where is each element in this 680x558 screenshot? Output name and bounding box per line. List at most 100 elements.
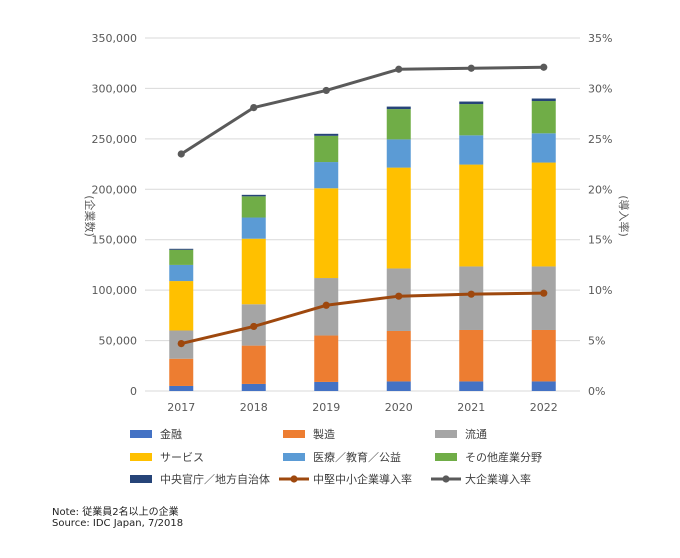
legend-swatch — [130, 430, 152, 438]
bar-segment — [386, 167, 411, 269]
bar-segment — [459, 101, 484, 105]
y-tick-label: 200,000 — [92, 183, 138, 196]
bar-segment — [169, 248, 194, 250]
legend-swatch — [130, 475, 152, 483]
legend-label: 流通 — [465, 427, 487, 441]
rate-point — [467, 64, 475, 72]
x-tick-label: 2020 — [385, 401, 413, 414]
y2-tick-label: 30% — [588, 82, 612, 95]
legend-label: その他産業分野 — [465, 451, 542, 464]
x-tick-label: 2019 — [312, 401, 340, 414]
legend-swatch — [435, 430, 457, 438]
legend-label: サービス — [160, 451, 204, 464]
bar-segment — [531, 133, 556, 163]
bar-segment — [531, 266, 556, 330]
y-axis-title: (企業数) — [83, 195, 97, 237]
bar-segment — [314, 162, 339, 189]
x-tick-label: 2021 — [457, 401, 485, 414]
y2-tick-label: 0% — [588, 385, 605, 398]
y2-tick-label: 15% — [588, 234, 612, 247]
legend-label: 中央官庁／地方自治体 — [160, 472, 270, 486]
bar-segment — [386, 109, 411, 140]
rate-point — [322, 301, 330, 309]
rate-point — [395, 65, 403, 73]
bar-segment — [169, 358, 194, 386]
legend-marker — [290, 475, 298, 483]
bar-segment — [314, 133, 339, 136]
bar-segment — [459, 104, 484, 136]
rate-lines — [177, 63, 548, 348]
y2-tick-label: 5% — [588, 335, 605, 348]
y2-tick-label: 35% — [588, 32, 612, 45]
bar-segment — [241, 196, 266, 218]
bars — [169, 98, 556, 391]
legend-label: 医療／教育／公益 — [313, 450, 401, 464]
rate-line — [180, 291, 544, 346]
bar-segment — [241, 238, 266, 305]
rate-point — [177, 339, 185, 348]
bar-segment — [169, 249, 194, 265]
bar-segment — [241, 194, 266, 197]
legend-label: 金融 — [160, 427, 182, 441]
legend-label: 中堅中小企業導入率 — [313, 472, 412, 486]
y2-tick-label: 10% — [588, 284, 612, 297]
bar-segment — [386, 381, 411, 391]
y2-axis-title: (導入率) — [617, 195, 631, 237]
legend-marker — [442, 475, 450, 483]
bar-segment — [459, 135, 484, 165]
bar-segment — [459, 329, 484, 382]
bar-segment — [386, 330, 411, 382]
rate-point — [540, 63, 548, 71]
y-tick-label: 50,000 — [99, 335, 138, 348]
chart: 0 0% 50,000 5% 100,000 10% 150,000 15% 200,000 20… — [83, 32, 631, 486]
rate-point — [250, 322, 258, 331]
legend-swatch — [130, 453, 152, 461]
gridlines — [145, 37, 580, 392]
y-tick-label: 100,000 — [92, 284, 138, 297]
legend-swatch — [283, 430, 305, 438]
y-tick-label: 300,000 — [92, 82, 138, 95]
bar-segment — [459, 381, 484, 391]
bar-segment — [314, 188, 339, 279]
chart-source: Source: IDC Japan, 7/2018 — [52, 518, 184, 529]
legend-label: 製造 — [313, 427, 335, 441]
rate-point — [322, 86, 330, 95]
rate-point — [540, 289, 548, 297]
bar-segment — [314, 135, 339, 163]
bar-segment — [314, 381, 339, 391]
legend-swatch — [283, 453, 305, 461]
x-tick-label: 2018 — [240, 401, 268, 414]
bar-segment — [314, 335, 339, 382]
y-tick-label: 0 — [130, 385, 137, 398]
bar-segment — [531, 101, 556, 134]
x-tick-label: 2022 — [530, 401, 558, 414]
y-tick-label: 150,000 — [92, 234, 138, 247]
bar-segment — [169, 281, 194, 331]
bar-segment — [169, 264, 194, 282]
bar-segment — [386, 139, 411, 168]
bar-segment — [241, 217, 266, 239]
rate-point — [467, 290, 475, 298]
bar-segment — [241, 383, 266, 391]
axis-ticks: 0 0% 50,000 5% 100,000 10% 150,000 15% 200,000 20… — [92, 32, 613, 414]
bar-segment — [459, 266, 484, 330]
bar-segment — [241, 345, 266, 384]
bar-segment — [386, 106, 411, 110]
chart-note: Note: 従業員2名以上の企業 — [52, 507, 179, 518]
bar-segment — [459, 164, 484, 267]
rate-point — [395, 292, 403, 300]
rate-point — [177, 150, 185, 158]
rate-point — [250, 103, 258, 112]
y-tick-label: 350,000 — [92, 32, 138, 45]
rate-line — [180, 65, 544, 156]
bar-segment — [531, 162, 556, 267]
y2-tick-label: 20% — [588, 183, 612, 196]
bar-segment — [169, 385, 194, 391]
y2-tick-label: 25% — [588, 133, 612, 146]
bar-segment — [531, 329, 556, 382]
y-tick-label: 250,000 — [92, 133, 138, 146]
bar-segment — [531, 98, 556, 102]
legend-swatch — [435, 453, 457, 461]
legend-label: 大企業導入率 — [465, 472, 531, 486]
